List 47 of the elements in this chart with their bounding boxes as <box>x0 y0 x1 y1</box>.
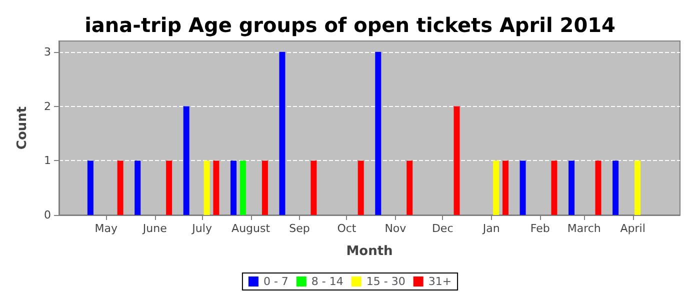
bar <box>454 106 460 215</box>
chart-title: iana-trip Age groups of open tickets April 2014 <box>84 13 616 37</box>
bar <box>595 160 602 215</box>
x-axis-title: Month <box>346 244 393 259</box>
legend-label: 0 - 7 <box>263 275 288 288</box>
x-tick-label: Sep <box>289 222 310 235</box>
bar <box>358 160 364 215</box>
x-tick-label: March <box>567 222 601 235</box>
bar <box>204 160 210 215</box>
legend-label: 15 - 30 <box>366 275 406 288</box>
bar <box>406 160 413 215</box>
legend-label: 8 - 14 <box>311 275 344 288</box>
bar <box>183 106 190 215</box>
bar <box>520 160 526 215</box>
bar <box>134 160 141 215</box>
bar <box>230 160 237 215</box>
x-tick-label: Oct <box>337 222 357 235</box>
legend-label: 31+ <box>428 275 452 288</box>
bar <box>634 160 641 215</box>
y-tick-label: 1 <box>44 154 51 168</box>
x-tick-label: July <box>191 222 212 235</box>
bar <box>262 160 268 215</box>
x-tick-label: June <box>142 222 168 235</box>
y-tick-label: 0 <box>44 208 51 222</box>
bar <box>87 160 94 215</box>
bar <box>502 160 508 215</box>
x-tick-label: May <box>94 222 118 235</box>
x-tick-label: Jan <box>482 222 500 235</box>
bar <box>213 160 220 215</box>
bar <box>612 160 619 215</box>
x-tick-label: Feb <box>530 222 550 235</box>
y-tick-label: 2 <box>44 100 51 113</box>
y-axis-title: Count <box>15 106 30 150</box>
bar <box>279 52 286 215</box>
bar <box>375 52 382 215</box>
y-tick-label: 3 <box>44 45 51 58</box>
bar <box>568 160 575 215</box>
x-tick-label: April <box>620 222 646 235</box>
bar <box>310 160 317 215</box>
x-tick-label: August <box>232 222 271 235</box>
bar <box>493 160 500 215</box>
bar <box>551 160 558 215</box>
x-tick-label: Nov <box>384 222 407 235</box>
x-tick-label: Dec <box>432 222 454 235</box>
bar <box>117 160 124 215</box>
bar <box>166 160 172 215</box>
bar <box>240 160 246 215</box>
